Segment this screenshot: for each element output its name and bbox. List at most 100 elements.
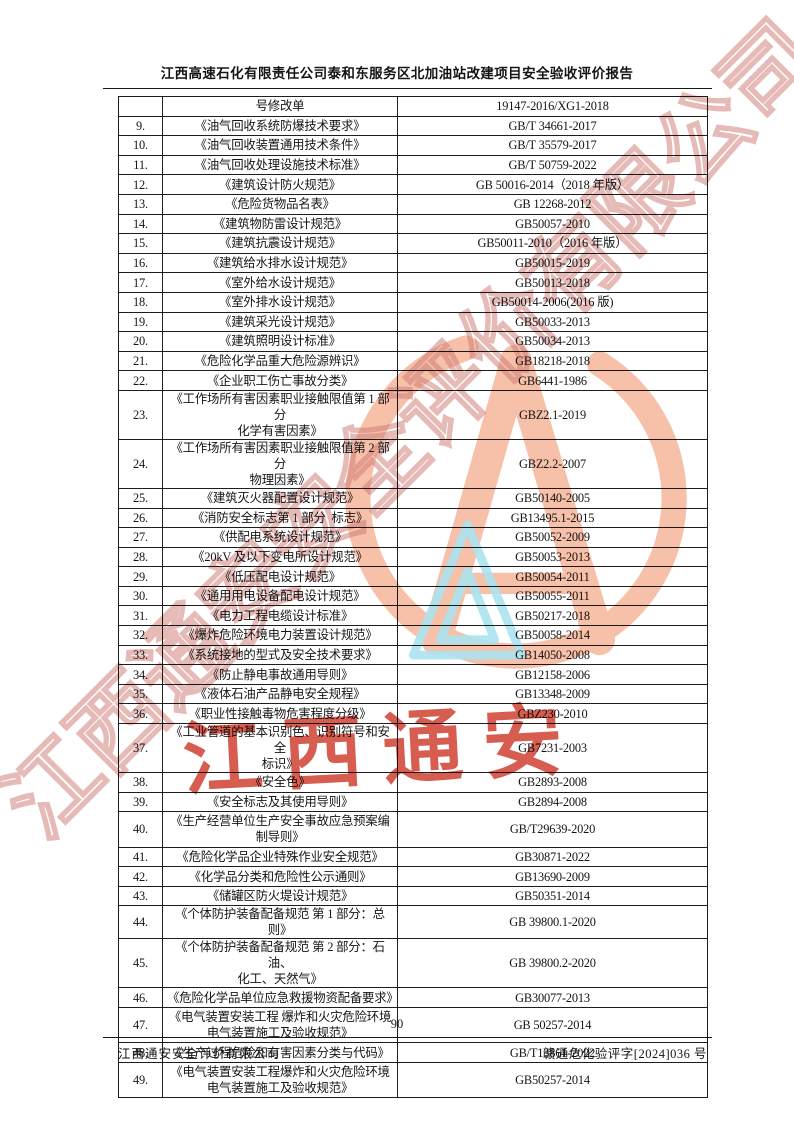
row-title-cell: 《建筑采光设计规范》 <box>162 311 398 333</box>
row-number-cell: 38. <box>118 772 163 793</box>
row-number-cell: 20. <box>118 331 163 352</box>
row-title-cell: 《储罐区防火堤设计规范》 <box>162 885 398 907</box>
table-row: 9. 《油气回收系统防爆技术要求》 GB/T 34661-2017 <box>118 115 708 137</box>
row-number-cell: 45. <box>118 938 163 989</box>
row-code-cell: GBZ2.1-2019 <box>397 389 708 440</box>
row-code-cell: GB30871-2022 <box>397 846 708 868</box>
row-number-cell: 14. <box>118 213 163 235</box>
table-row: 38. 《安全色》 GB2893-2008 <box>118 772 708 793</box>
row-title-cell: 《建筑设计防火规范》 <box>162 174 398 195</box>
row-number-cell: 29. <box>118 566 163 587</box>
row-number-cell: 40. <box>118 811 163 848</box>
table-row: 号修改单 19147-2016/XG1-2018 <box>118 96 708 117</box>
row-code-cell: GB/T 35579-2017 <box>397 135 708 156</box>
table-row: 44. 《个体防护装备配备规范 第 1 部分：总则》 GB 39800.1-20… <box>118 905 708 940</box>
standards-reference-table: 号修改单 19147-2016/XG1-2018 9. 《油气回收系统防爆技术要… <box>118 96 708 1099</box>
row-number-cell: 21. <box>118 350 163 372</box>
row-number-cell: 26. <box>118 507 163 529</box>
row-code-cell: GB50351-2014 <box>397 885 708 907</box>
row-code-cell: GB7231-2003 <box>397 723 708 774</box>
row-number-cell: 35. <box>118 683 163 705</box>
row-code-cell: GB50217-2018 <box>397 605 708 627</box>
row-title-cell: 《建筑给水排水设计规范》 <box>162 252 398 274</box>
row-code-cell: GB50058-2014 <box>397 625 708 646</box>
row-title-cell: 《化学品分类和危险性公示通则》 <box>162 866 398 887</box>
row-number-cell: 34. <box>118 664 163 685</box>
row-title-cell: 《室外给水设计规范》 <box>162 272 398 293</box>
row-code-cell: GB13495.1-2015 <box>397 507 708 529</box>
row-title-cell: 《通用用电设备配电设计规范》 <box>162 585 398 607</box>
table-row: 17. 《室外给水设计规范》 GB50013-2018 <box>118 272 708 293</box>
row-title-cell: 《油气回收系统防爆技术要求》 <box>162 115 398 137</box>
table-row: 31. 《电力工程电缆设计标准》 GB50217-2018 <box>118 605 708 627</box>
footer-divider <box>103 1037 712 1038</box>
row-code-cell: GB18218-2018 <box>397 350 708 372</box>
table-row: 29. 《低压配电设计规范》 GB50054-2011 <box>118 566 708 587</box>
table-row: 14. 《建筑物防雷设计规范》 GB50057-2010 <box>118 213 708 235</box>
row-title-cell: 《建筑抗震设计规范》 <box>162 233 398 254</box>
row-code-cell: GB50015-2019 <box>397 252 708 274</box>
table-row: 25. 《建筑灭火器配置设计规范》 GB50140-2005 <box>118 487 708 509</box>
row-title-cell: 《工作场所有害因素职业接触限值第 1 部分 化学有害因素》 <box>162 389 398 440</box>
table-row: 32. 《爆炸危险环境电力装置设计规范》 GB50058-2014 <box>118 625 708 646</box>
row-title-cell: 《防止静电事故通用导则》 <box>162 664 398 685</box>
row-number-cell: 23. <box>118 389 163 440</box>
row-code-cell: GB12158-2006 <box>397 664 708 685</box>
table-row: 48. 《生产过程危险和有害因素分类与代码》 GB/T13861-2022 <box>118 1042 708 1063</box>
row-number-cell: 15. <box>118 233 163 254</box>
row-code-cell: GB50057-2010 <box>397 213 708 235</box>
standards-table-body: 号修改单 19147-2016/XG1-2018 9. 《油气回收系统防爆技术要… <box>118 96 708 1099</box>
table-row: 23. 《工作场所有害因素职业接触限值第 1 部分 化学有害因素》 GBZ2.1… <box>118 389 708 440</box>
table-row: 12. 《建筑设计防火规范》 GB 50016-2014（2018 年版） <box>118 174 708 195</box>
table-row: 13. 《危险货物品名表》 GB 12268-2012 <box>118 193 708 215</box>
row-title-cell: 《爆炸危险环境电力装置设计规范》 <box>162 625 398 646</box>
row-title-cell: 《工作场所有害因素职业接触限值第 2 部分 物理因素》 <box>162 438 398 489</box>
table-row: 10. 《油气回收装置通用技术条件》 GB/T 35579-2017 <box>118 135 708 156</box>
row-number-cell: 16. <box>118 252 163 274</box>
row-code-cell: GB/T 34661-2017 <box>397 115 708 137</box>
row-code-cell: GB6441-1986 <box>397 370 708 391</box>
row-title-cell: 《个体防护装备配备规范 第 1 部分：总则》 <box>162 905 398 940</box>
table-row: 37. 《工业管道的基本识别色、识别符号和安全 标识》 GB7231-2003 <box>118 723 708 774</box>
row-number-cell <box>118 96 163 117</box>
row-code-cell: GB50011-2010（2016 年版） <box>397 233 708 254</box>
row-title-cell: 《20kV 及以下变电所设计规范》 <box>162 546 398 568</box>
row-code-cell: GB 50016-2014（2018 年版） <box>397 174 708 195</box>
table-row: 39. 《安全标志及其使用导则》 GB2894-2008 <box>118 791 708 813</box>
page-title: 江西高速石化有限责任公司泰和东服务区北加油站改建项目安全验收评价报告 <box>160 66 634 81</box>
row-number-cell: 27. <box>118 527 163 548</box>
row-title-cell: 《供配电系统设计规范》 <box>162 527 398 548</box>
row-title-cell: 《液体石油产品静电安全规程》 <box>162 683 398 705</box>
table-row: 15. 《建筑抗震设计规范》 GB50011-2010（2016 年版） <box>118 233 708 254</box>
table-row: 27. 《供配电系统设计规范》 GB50052-2009 <box>118 527 708 548</box>
table-row: 11. 《油气回收处理设施技术标准》 GB/T 50759-2022 <box>118 154 708 176</box>
row-number-cell: 32. <box>118 625 163 646</box>
row-code-cell: GB50140-2005 <box>397 487 708 509</box>
row-title-cell: 《工业管道的基本识别色、识别符号和安全 标识》 <box>162 723 398 774</box>
row-number-cell: 12. <box>118 174 163 195</box>
row-title-cell: 《消防安全标志第 1 部分 标志》 <box>162 507 398 529</box>
table-row: 34. 《防止静电事故通用导则》 GB12158-2006 <box>118 664 708 685</box>
footer-document-number: 赣通危化验评字[2024]036 号 <box>542 1047 707 1061</box>
row-code-cell: GB30077-2013 <box>397 987 708 1008</box>
table-row: 28. 《20kV 及以下变电所设计规范》 GB50053-2013 <box>118 546 708 568</box>
row-title-cell: 《建筑灭火器配置设计规范》 <box>162 487 398 509</box>
row-number-cell: 30. <box>118 585 163 607</box>
row-code-cell: GB50033-2013 <box>397 311 708 333</box>
row-code-cell: GB2893-2008 <box>397 772 708 793</box>
table-row: 36. 《职业性接触毒物危害程度分级》 GBZ230-2010 <box>118 703 708 725</box>
row-number-cell: 43. <box>118 885 163 907</box>
table-row: 46. 《危险化学品单位应急救援物资配备要求》 GB30077-2013 <box>118 987 708 1008</box>
table-row: 24. 《工作场所有害因素职业接触限值第 2 部分 物理因素》 GBZ2.2-2… <box>118 438 708 489</box>
table-row: 33. 《系统接地的型式及安全技术要求》 GB14050-2008 <box>118 644 708 666</box>
row-title-cell: 《危险化学品单位应急救援物资配备要求》 <box>162 987 398 1008</box>
row-code-cell: GB 39800.1-2020 <box>397 905 708 940</box>
table-row: 22. 《企业职工伤亡事故分类》 GB6441-1986 <box>118 370 708 391</box>
row-number-cell: 17. <box>118 272 163 293</box>
row-title-cell: 《电力工程电缆设计标准》 <box>162 605 398 627</box>
row-title-cell: 《生产过程危险和有害因素分类与代码》 <box>162 1042 398 1063</box>
row-code-cell: GB13348-2009 <box>397 683 708 705</box>
row-number-cell: 37. <box>118 723 163 774</box>
row-title-cell: 《建筑照明设计标准》 <box>162 331 398 352</box>
